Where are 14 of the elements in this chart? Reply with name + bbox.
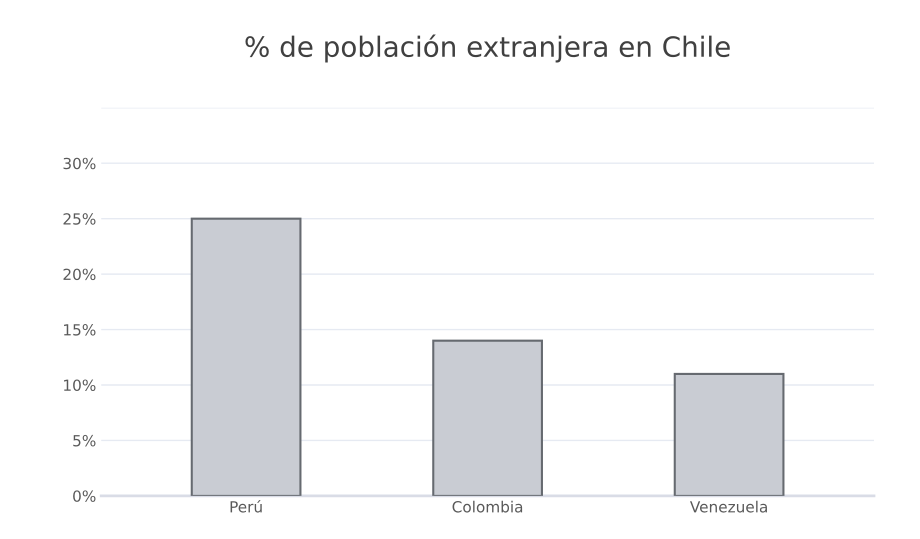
- bar: [674, 372, 784, 496]
- bar: [190, 218, 302, 496]
- y-tick-label: 15%: [64, 324, 96, 336]
- x-tick-label: Venezuela: [690, 500, 767, 513]
- x-tick-label: Colombia: [452, 500, 522, 513]
- y-tick-label: 5%: [73, 434, 96, 446]
- y-tick-label: 30%: [64, 158, 96, 170]
- y-tick-label: 25%: [64, 213, 96, 225]
- y-tick-label: 0%: [73, 490, 96, 502]
- x-tick-label: Perú: [230, 500, 262, 513]
- chart-title: % de población extranjera en Chile: [245, 34, 730, 63]
- y-tick-label: 10%: [64, 379, 96, 392]
- y-tick-label: 20%: [64, 268, 96, 280]
- bar: [432, 340, 543, 496]
